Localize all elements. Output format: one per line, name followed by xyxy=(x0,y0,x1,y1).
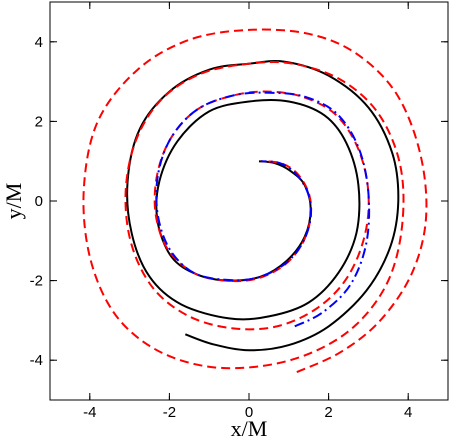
series-layer xyxy=(82,28,428,374)
y-tick-label: 2 xyxy=(35,113,43,130)
x-tick-label: -2 xyxy=(163,404,176,421)
series-line-3 xyxy=(155,91,371,328)
series-line-2 xyxy=(82,28,428,374)
y-tick-label: 4 xyxy=(35,34,43,51)
x-tick-label: 2 xyxy=(324,404,332,421)
plot-frame xyxy=(49,1,449,401)
y-tick-label: -2 xyxy=(30,273,43,290)
x-tick-label: 0 xyxy=(245,404,253,421)
tick-layer: -4 -2 0 2 4 -4 -2 0 2 4 xyxy=(30,2,448,421)
x-tick-label: 4 xyxy=(404,404,412,421)
y-tick-label: 0 xyxy=(35,193,43,210)
x-tick-label: -4 xyxy=(83,404,96,421)
x-axis-title: x/M xyxy=(231,416,268,441)
y-tick-label: -4 xyxy=(30,352,43,369)
y-axis-title: y/M xyxy=(1,183,26,220)
